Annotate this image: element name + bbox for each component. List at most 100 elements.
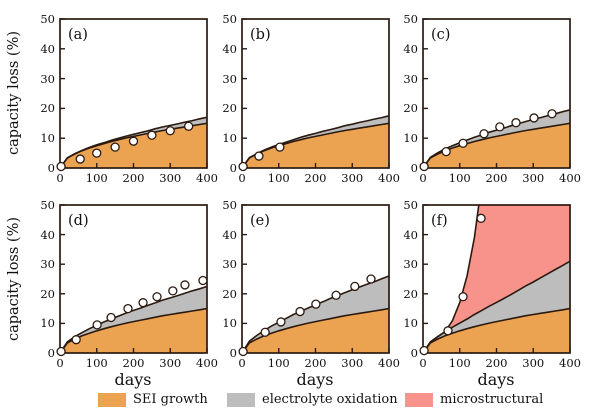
data-point xyxy=(238,161,248,172)
y-tick-label: 20 xyxy=(40,286,55,301)
y-tick-label: 30 xyxy=(40,257,55,272)
y-tick-label: 0 xyxy=(229,346,237,360)
data-point xyxy=(350,281,360,292)
data-point xyxy=(238,346,248,357)
y-tick-label: 0 xyxy=(47,346,55,360)
x-tick-label: 300 xyxy=(522,356,545,370)
panel-letter-a: (a) xyxy=(68,27,88,43)
y-tick-label: 50 xyxy=(222,12,237,26)
x-tick-label: 300 xyxy=(341,171,364,185)
y-tick-label: 50 xyxy=(403,198,418,212)
x-tick-label: 200 xyxy=(304,171,327,185)
data-point xyxy=(311,299,321,309)
x-axis-label-col2: days xyxy=(296,370,334,389)
panel-f: (f) xyxy=(419,204,571,356)
x-tick-label: 200 xyxy=(485,356,508,370)
data-point xyxy=(183,121,194,131)
x-tick-label: 400 xyxy=(378,356,400,370)
x-tick-label: 200 xyxy=(485,171,508,185)
data-point xyxy=(106,312,116,323)
data-point xyxy=(128,136,139,146)
y-tick-label: 50 xyxy=(40,198,55,212)
curve-electrolyte-oxidation xyxy=(242,115,389,168)
data-point xyxy=(198,275,208,286)
data-point xyxy=(441,146,451,157)
y-tick-label: 10 xyxy=(40,131,55,146)
y-tick-label: 10 xyxy=(222,316,237,331)
x-tick-label: 300 xyxy=(159,356,182,370)
x-tick-label: 100 xyxy=(448,171,471,185)
y-tick-label: 30 xyxy=(222,257,237,272)
legend-swatch-sei-growth xyxy=(98,392,126,407)
data-point xyxy=(180,280,190,290)
y-tick-label: 50 xyxy=(222,198,237,212)
area-sei-growth xyxy=(242,308,389,353)
y-tick-label: 0 xyxy=(47,161,55,175)
x-tick-label: 400 xyxy=(196,356,218,370)
x-tick-label: 100 xyxy=(267,356,290,370)
area-sei-growth xyxy=(242,123,389,168)
axes-frame xyxy=(59,18,208,169)
data-point xyxy=(295,306,305,317)
y-tick-label: 20 xyxy=(222,101,237,116)
x-tick-label: 0 xyxy=(238,356,246,370)
y-tick-label: 20 xyxy=(403,101,418,116)
y-tick-label: 40 xyxy=(403,227,418,242)
data-point xyxy=(152,292,162,302)
panel-a: (a) xyxy=(56,18,208,172)
x-tick-label: 100 xyxy=(85,171,108,185)
legend-swatch-microstructural xyxy=(405,392,433,407)
y-tick-label: 0 xyxy=(410,161,418,175)
x-tick-label: 100 xyxy=(448,356,471,370)
x-tick-label: 400 xyxy=(378,171,400,185)
y-tick-label: 30 xyxy=(403,71,418,86)
curve-electrolyte-oxidation xyxy=(60,116,207,168)
x-tick-label: 400 xyxy=(559,171,581,185)
y-tick-label: 10 xyxy=(222,131,237,146)
legend-swatch-electrolyte-oxidation xyxy=(227,392,255,407)
data-point xyxy=(75,154,85,164)
y-tick-label: 20 xyxy=(222,286,237,301)
legend-label-electrolyte-oxidation: electrolyte oxidation xyxy=(262,392,398,407)
y-tick-label: 40 xyxy=(222,41,237,56)
axes-frame xyxy=(241,204,390,354)
data-point xyxy=(123,303,133,314)
y-axis-label-top-row: capacity loss (%) xyxy=(6,30,22,156)
y-tick-label: 40 xyxy=(403,41,418,56)
x-axis-label-col3: days xyxy=(477,370,515,389)
x-tick-label: 100 xyxy=(85,356,108,370)
y-tick-label: 30 xyxy=(40,71,55,86)
x-axis-label-col1: days xyxy=(114,370,152,389)
data-point xyxy=(92,320,102,330)
panel-letter-d: (d) xyxy=(68,213,89,229)
data-point xyxy=(71,335,81,345)
data-point xyxy=(458,292,468,302)
data-point xyxy=(366,274,376,284)
panel-letter-e: (e) xyxy=(250,213,270,229)
area-sei-growth xyxy=(423,123,570,168)
data-point xyxy=(276,317,286,327)
panel-letter-c: (c) xyxy=(431,27,450,43)
y-tick-label: 40 xyxy=(222,227,237,242)
y-tick-label: 50 xyxy=(403,12,418,26)
panel-d: (d) xyxy=(56,204,208,357)
panel-letter-f: (f) xyxy=(431,213,448,229)
data-point xyxy=(147,130,157,140)
y-axis-label-bottom-row: capacity loss (%) xyxy=(6,216,22,342)
x-tick-label: 300 xyxy=(341,356,364,370)
y-tick-label: 30 xyxy=(403,257,418,272)
y-tick-label: 10 xyxy=(403,316,418,331)
data-point xyxy=(56,161,66,172)
data-point xyxy=(547,109,557,119)
x-tick-label: 400 xyxy=(559,356,581,370)
x-tick-label: 300 xyxy=(522,171,545,185)
x-tick-label: 200 xyxy=(122,356,145,370)
panel-b: (b) xyxy=(238,18,390,172)
y-tick-label: 40 xyxy=(40,41,55,56)
axes-frame xyxy=(422,18,571,169)
data-point xyxy=(419,161,429,172)
x-tick-label: 100 xyxy=(267,171,290,185)
data-point xyxy=(56,346,66,357)
y-tick-label: 40 xyxy=(40,227,55,242)
